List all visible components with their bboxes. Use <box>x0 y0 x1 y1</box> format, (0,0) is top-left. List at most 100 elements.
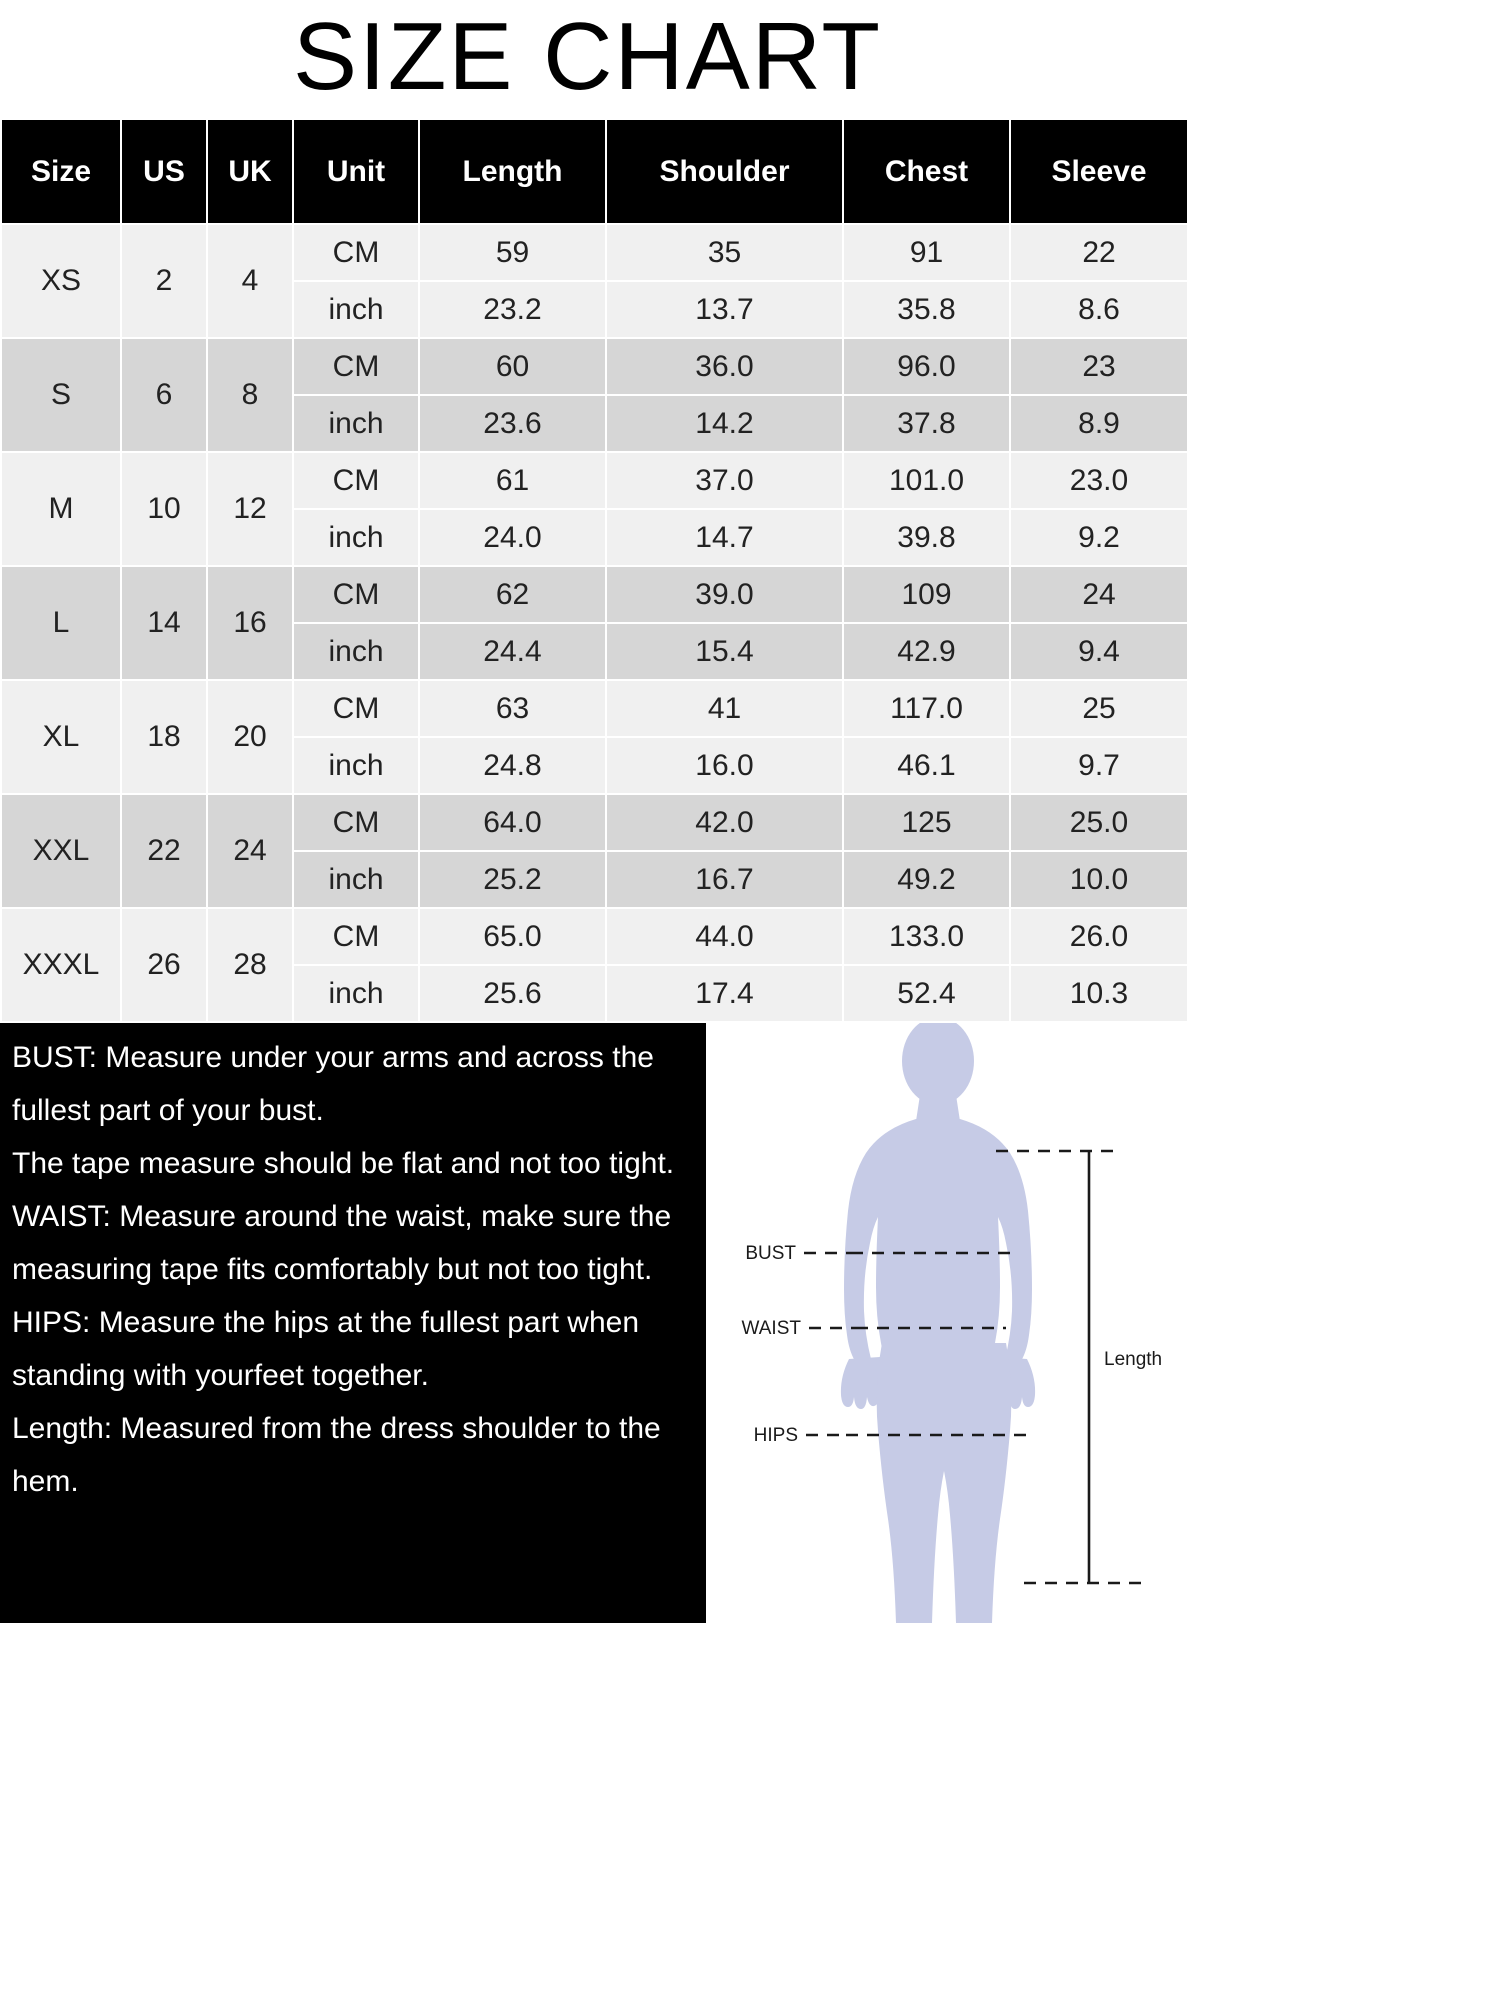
cell-sleeve: 8.6 <box>1011 282 1187 337</box>
cell-shoulder: 15.4 <box>607 624 842 679</box>
instruction-tape: The tape measure should be flat and not … <box>12 1147 675 1180</box>
cell-size: XL <box>2 681 120 793</box>
cell-chest: 96.0 <box>844 339 1009 394</box>
cell-chest: 52.4 <box>844 966 1009 1021</box>
cell-chest: 133.0 <box>844 909 1009 964</box>
cell-shoulder: 16.7 <box>607 852 842 907</box>
cell-shoulder: 16.0 <box>607 738 842 793</box>
column-header-uk: UK <box>208 120 292 223</box>
cell-shoulder: 14.2 <box>607 396 842 451</box>
table-row: inch 23.2 13.7 35.8 8.6 <box>2 282 1187 337</box>
bottom-section: BUST: Measure under your arms and across… <box>0 1023 1175 1623</box>
cell-uk: 12 <box>208 453 292 565</box>
cell-length: 63 <box>420 681 605 736</box>
female-silhouette-icon: BUST WAIST HIPS Length <box>742 1023 1162 1623</box>
cell-uk: 16 <box>208 567 292 679</box>
cell-sleeve: 9.7 <box>1011 738 1187 793</box>
cell-size: XS <box>2 225 120 337</box>
cell-sleeve: 25.0 <box>1011 795 1187 850</box>
bust-label: BUST <box>745 1243 796 1264</box>
cell-unit: inch <box>294 396 418 451</box>
cell-length: 60 <box>420 339 605 394</box>
size-chart-table: Size US UK Unit Length Shoulder Chest Sl… <box>0 118 1189 1023</box>
cell-chest: 39.8 <box>844 510 1009 565</box>
column-header-us: US <box>122 120 206 223</box>
cell-unit: inch <box>294 738 418 793</box>
length-label: Length <box>1104 1349 1162 1370</box>
cell-us: 6 <box>122 339 206 451</box>
cell-chest: 49.2 <box>844 852 1009 907</box>
cell-unit: inch <box>294 966 418 1021</box>
cell-length: 23.2 <box>420 282 605 337</box>
cell-unit: CM <box>294 339 418 394</box>
column-header-unit: Unit <box>294 120 418 223</box>
cell-size: XXXL <box>2 909 120 1021</box>
cell-uk: 8 <box>208 339 292 451</box>
cell-length: 61 <box>420 453 605 508</box>
page-title: SIZE CHART <box>293 3 882 110</box>
cell-size: L <box>2 567 120 679</box>
cell-unit: inch <box>294 852 418 907</box>
cell-shoulder: 36.0 <box>607 339 842 394</box>
cell-unit: CM <box>294 453 418 508</box>
cell-sleeve: 23.0 <box>1011 453 1187 508</box>
cell-length: 24.8 <box>420 738 605 793</box>
instruction-waist: WAIST: Measure around the waist, make su… <box>12 1200 672 1286</box>
cell-length: 23.6 <box>420 396 605 451</box>
cell-sleeve: 26.0 <box>1011 909 1187 964</box>
cell-unit: CM <box>294 909 418 964</box>
cell-unit: CM <box>294 567 418 622</box>
cell-shoulder: 13.7 <box>607 282 842 337</box>
cell-length: 25.6 <box>420 966 605 1021</box>
cell-sleeve: 9.4 <box>1011 624 1187 679</box>
cell-us: 2 <box>122 225 206 337</box>
cell-chest: 35.8 <box>844 282 1009 337</box>
cell-shoulder: 42.0 <box>607 795 842 850</box>
cell-unit: inch <box>294 624 418 679</box>
cell-unit: inch <box>294 510 418 565</box>
column-header-chest: Chest <box>844 120 1009 223</box>
cell-chest: 101.0 <box>844 453 1009 508</box>
cell-length: 25.2 <box>420 852 605 907</box>
cell-sleeve: 10.3 <box>1011 966 1187 1021</box>
table-row: L 14 16 CM 62 39.0 109 24 <box>2 567 1187 679</box>
cell-sleeve: 9.2 <box>1011 510 1187 565</box>
cell-unit: inch <box>294 282 418 337</box>
cell-sleeve: 10.0 <box>1011 852 1187 907</box>
cell-shoulder: 37.0 <box>607 453 842 508</box>
cell-size: S <box>2 339 120 451</box>
table-row: XS 2 4 CM 59 35 91 22 <box>2 225 1187 337</box>
cell-length: 24.0 <box>420 510 605 565</box>
table-header-row: Size US UK Unit Length Shoulder Chest Sl… <box>2 120 1187 223</box>
cell-us: 14 <box>122 567 206 679</box>
waist-label: WAIST <box>742 1318 802 1339</box>
table-row: XXXL 26 28 CM 65.0 44.0 133.0 26.0 <box>2 909 1187 1021</box>
cell-chest: 117.0 <box>844 681 1009 736</box>
cell-size: M <box>2 453 120 565</box>
cell-us: 22 <box>122 795 206 907</box>
measurement-instructions-panel: BUST: Measure under your arms and across… <box>0 1023 706 1623</box>
cell-uk: 4 <box>208 225 292 337</box>
table-row: XL 18 20 CM 63 41 117.0 25 <box>2 681 1187 793</box>
cell-sleeve: 24 <box>1011 567 1187 622</box>
silhouette-shape <box>840 1023 1036 1623</box>
cell-us: 26 <box>122 909 206 1021</box>
instruction-bust: BUST: Measure under your arms and across… <box>12 1041 654 1127</box>
column-header-size: Size <box>2 120 120 223</box>
cell-chest: 37.8 <box>844 396 1009 451</box>
cell-unit: CM <box>294 681 418 736</box>
cell-uk: 28 <box>208 909 292 1021</box>
cell-shoulder: 39.0 <box>607 567 842 622</box>
cell-length: 64.0 <box>420 795 605 850</box>
cell-length: 24.4 <box>420 624 605 679</box>
cell-shoulder: 17.4 <box>607 966 842 1021</box>
cell-shoulder: 14.7 <box>607 510 842 565</box>
cell-length: 59 <box>420 225 605 280</box>
column-header-sleeve: Sleeve <box>1011 120 1187 223</box>
cell-shoulder: 35 <box>607 225 842 280</box>
cell-shoulder: 44.0 <box>607 909 842 964</box>
cell-sleeve: 25 <box>1011 681 1187 736</box>
cell-chest: 42.9 <box>844 624 1009 679</box>
cell-chest: 125 <box>844 795 1009 850</box>
cell-length: 62 <box>420 567 605 622</box>
